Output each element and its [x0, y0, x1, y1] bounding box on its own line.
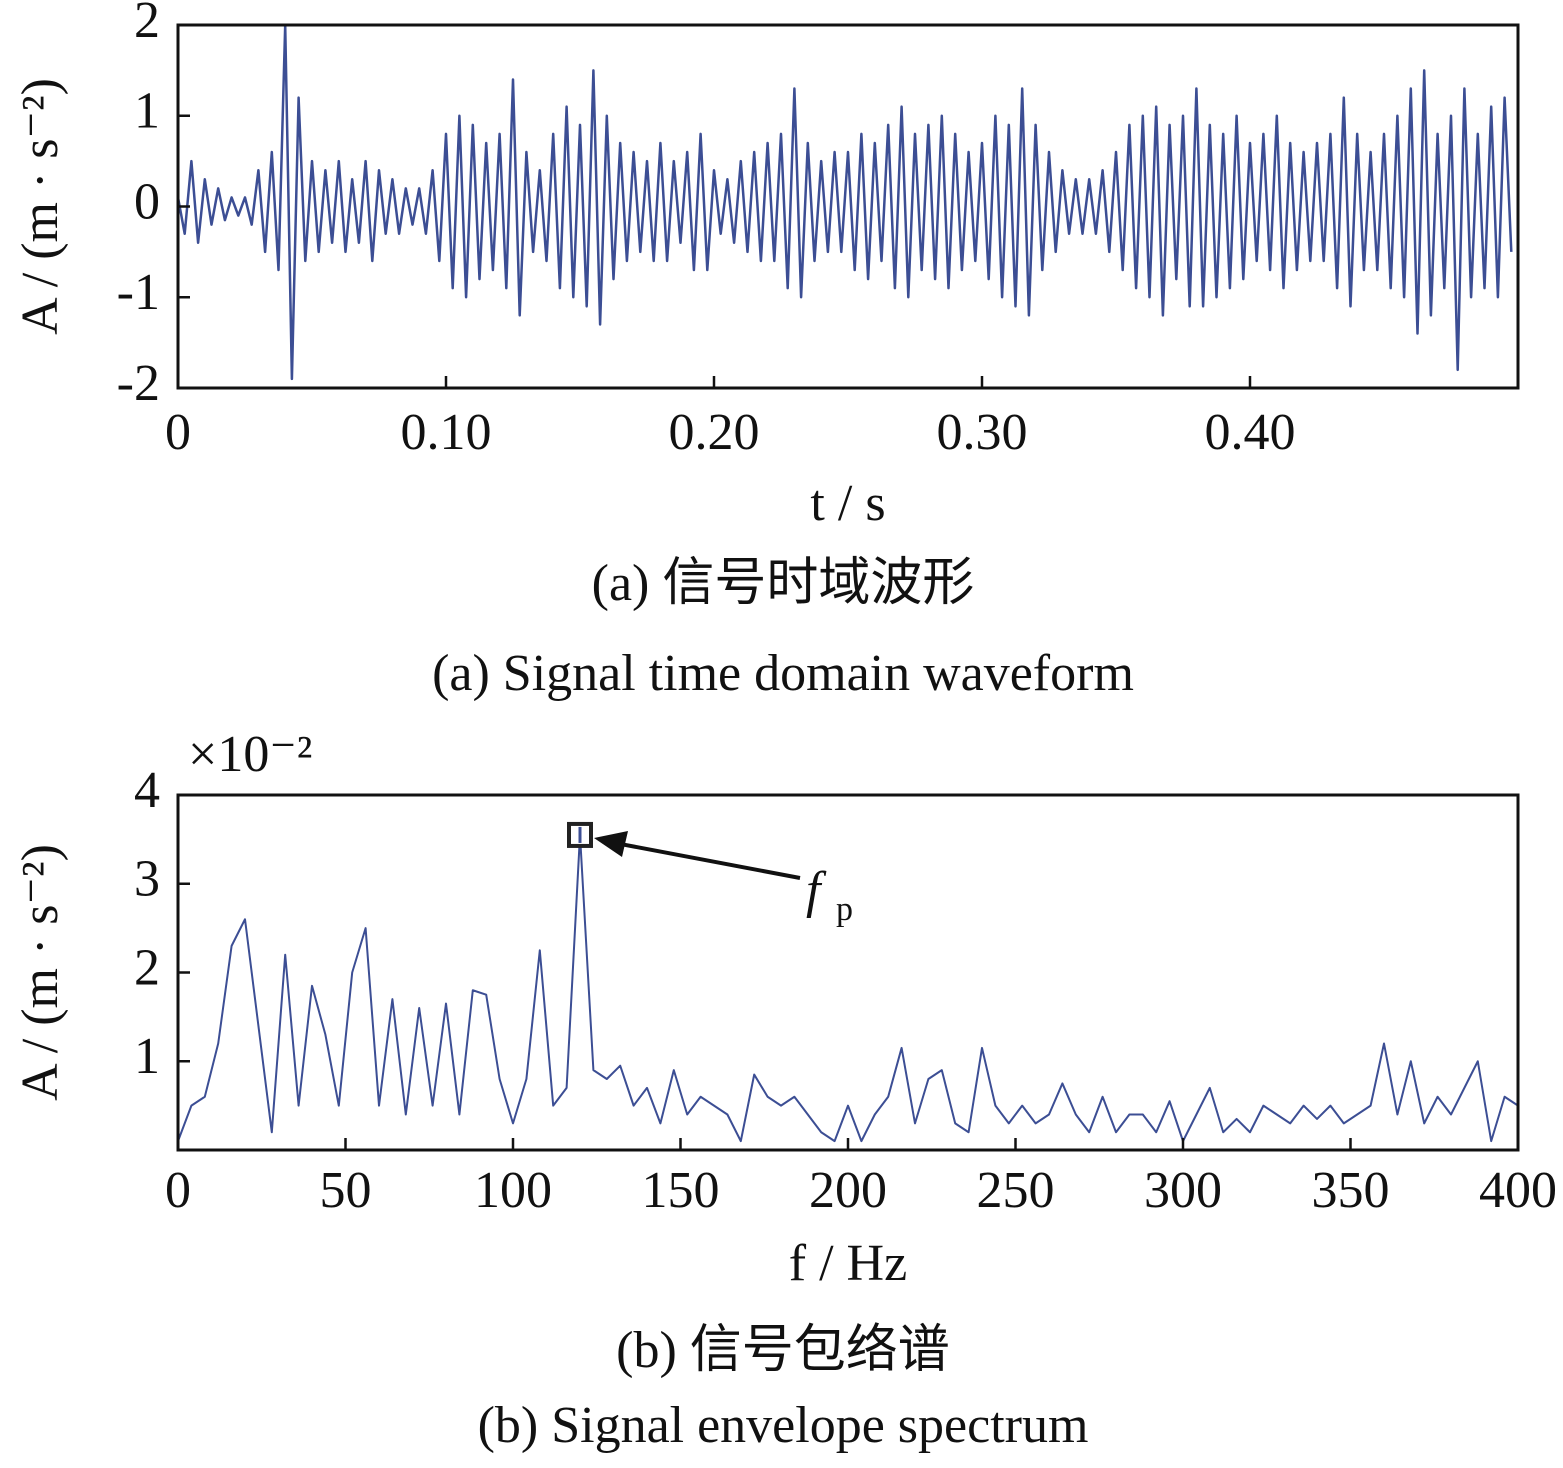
x-tick-label: 300: [1144, 1162, 1222, 1219]
y-tick-label: 1: [134, 83, 160, 140]
y-tick-label: 4: [134, 762, 160, 819]
y-tick-label: 3: [134, 851, 160, 908]
plot-frame: [176, 23, 1520, 390]
caption-en: (a) Signal time domain waveform: [432, 645, 1134, 702]
x-axis-label: f / Hz: [789, 1235, 907, 1292]
x-tick-label: 0.10: [401, 404, 492, 461]
x-tick-label: 100: [474, 1162, 552, 1219]
x-axis-label: t / s: [810, 475, 885, 532]
caption-cn: (b) 信号包络谱: [616, 1322, 950, 1379]
data-line: [177, 833, 1519, 1143]
caption-en: (b) Signal envelope spectrum: [478, 1397, 1089, 1454]
y-tick-label: 1: [134, 1028, 160, 1085]
data-line: [176, 23, 1513, 381]
x-tick-label: 0: [165, 404, 191, 461]
x-tick-label: 400: [1479, 1162, 1557, 1219]
y-axis-label: A / (m · s⁻²): [12, 78, 69, 335]
x-tick-label: 0: [165, 1162, 191, 1219]
x-tick-label: 150: [642, 1162, 720, 1219]
x-tick-label: 50: [320, 1162, 372, 1219]
x-tick-label: 0.20: [669, 404, 760, 461]
x-tick-label: 350: [1312, 1162, 1390, 1219]
y-tick-label: -1: [117, 264, 160, 321]
annotation-arrowhead: [594, 830, 628, 857]
x-tick-label: 250: [977, 1162, 1055, 1219]
annotation-label: f: [806, 862, 827, 919]
y-tick-label: 2: [134, 939, 160, 996]
y-tick-label: 0: [134, 173, 160, 230]
caption-cn: (a) 信号时域波形: [592, 555, 975, 612]
x-tick-label: 0.40: [1205, 404, 1296, 461]
y-tick-label: -2: [117, 355, 160, 412]
annotation-subscript: p: [836, 891, 853, 928]
annotation-arrow: [619, 841, 801, 880]
y-multiplier: ×10⁻²: [188, 726, 312, 783]
x-tick-label: 200: [809, 1162, 887, 1219]
y-axis-label: A / (m · s⁻²): [12, 844, 69, 1101]
x-tick-label: 0.30: [937, 404, 1028, 461]
y-tick-label: 2: [134, 0, 160, 49]
